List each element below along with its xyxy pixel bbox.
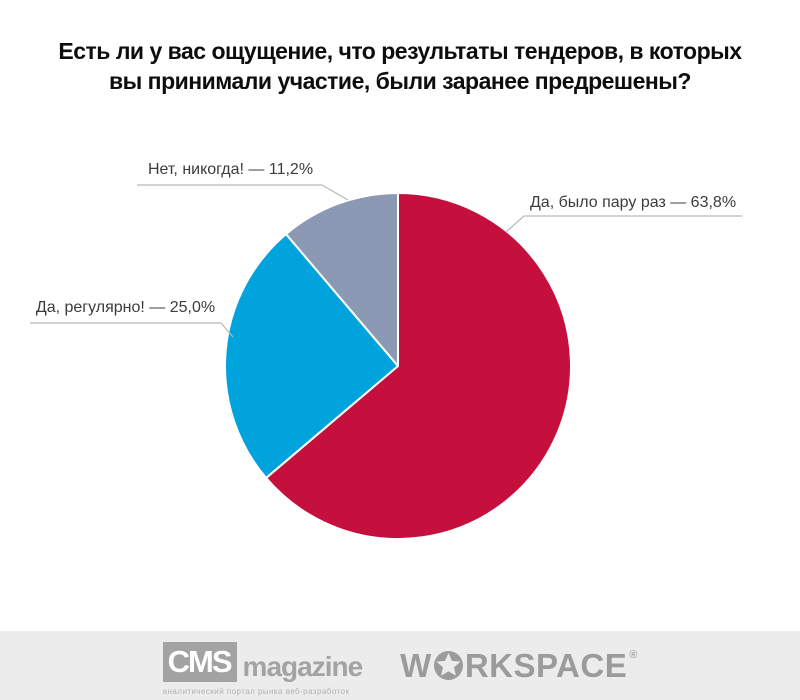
footer: CMS magazine аналитический портал рынка … [0,631,800,700]
pie-slices [224,192,573,540]
workspace-logo: W RKSPACE ® [400,649,637,682]
cms-magazine-logo: CMS magazine аналитический портал рынка … [162,636,364,696]
leader-lines [30,184,742,338]
leader-line-yes-regularly [30,322,234,338]
label-yes-couple-times: Да, было пару раз — 63,8% [529,194,737,211]
label-yes-regularly: Да, регулярно! — 25,0% [35,299,216,316]
workspace-text-w: W [400,647,432,684]
chart-title-line2: вы принимали участие, были заранее предр… [109,68,691,94]
pie-slice-0 [265,192,573,540]
leader-line-no-never [137,184,349,201]
workspace-star-icon [433,650,463,681]
pie-slice-1 [224,233,399,479]
cms-tagline: аналитический портал рынка веб-разработо… [162,686,350,696]
workspace-text-rkspace: RKSPACE [464,647,628,684]
chart-title-line1: Есть ли у вас ощущение, что результаты т… [58,38,742,64]
cms-logo-row: CMS magazine [162,641,364,682]
leader-line-yes-couple-times [505,215,742,233]
cms-magazine-text: magazine [242,650,364,682]
cms-box: CMS [162,641,237,682]
chart-title: Есть ли у вас ощущение, что результаты т… [0,36,800,96]
pie-slice-2 [285,192,399,367]
registered-mark: ® [629,649,638,661]
label-no-never: Нет, никогда! — 11,2% [147,161,314,178]
